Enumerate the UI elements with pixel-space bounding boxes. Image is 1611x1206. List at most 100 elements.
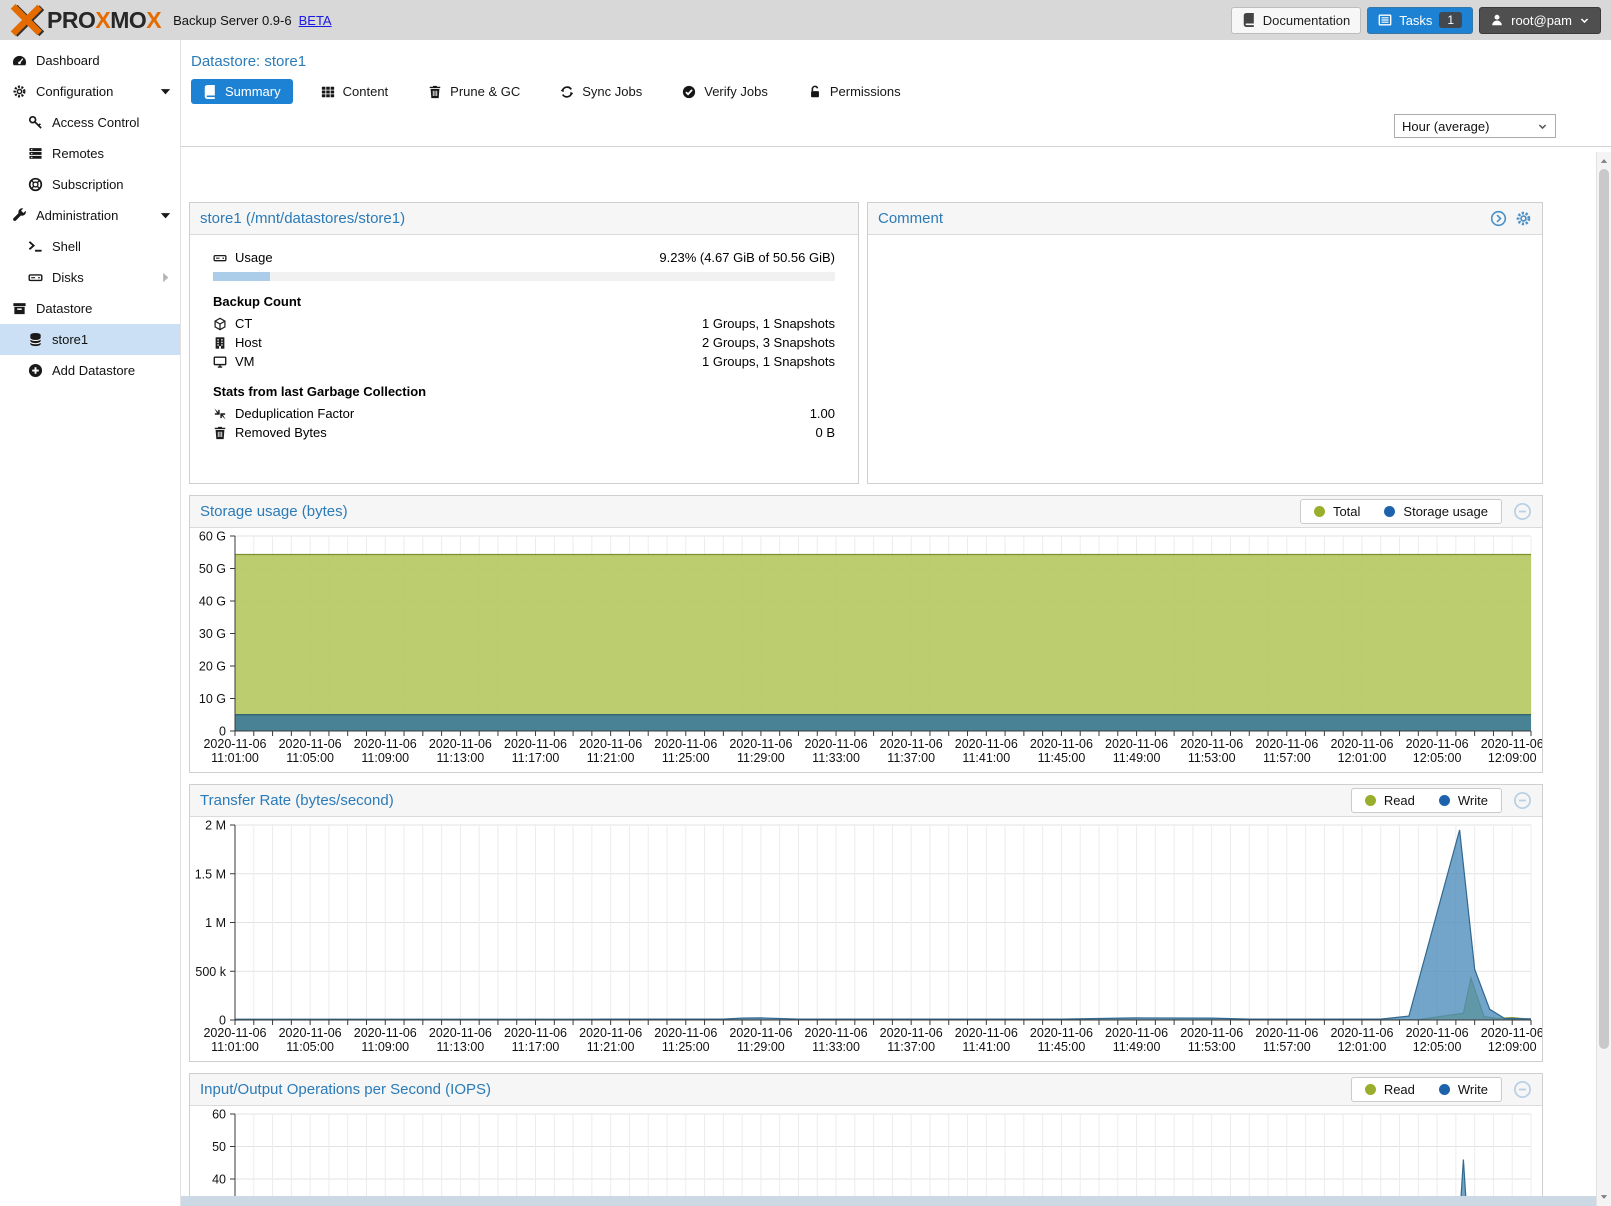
legend-dot: [1364, 795, 1376, 806]
tasks-count-badge: 1: [1439, 12, 1463, 28]
sidebar-item-configuration[interactable]: Configuration: [0, 76, 180, 107]
svg-text:11:41:00: 11:41:00: [962, 751, 1010, 765]
tab-permissions[interactable]: Permissions: [796, 79, 913, 104]
chart-title: Input/Output Operations per Second (IOPS…: [200, 1081, 491, 1098]
svg-text:11:57:00: 11:57:00: [1263, 751, 1311, 765]
time-range-combobox[interactable]: Hour (average): [1394, 114, 1556, 138]
backup-row-ct: CT 1 Groups, 1 Snapshots: [213, 314, 835, 333]
svg-text:2020-11-06: 2020-11-06: [805, 1026, 868, 1040]
scroll-up-arrow-icon[interactable]: [1597, 154, 1611, 168]
sidebar-item-disks[interactable]: Disks: [0, 262, 180, 293]
scroll-down-arrow-icon[interactable]: [1597, 1190, 1611, 1204]
cogs-icon: [12, 84, 27, 99]
task-list-icon: [1378, 13, 1392, 27]
sidebar-item-administration[interactable]: Administration: [0, 200, 180, 231]
gear-icon[interactable]: [1515, 210, 1532, 227]
sidebar-item-store1[interactable]: store1: [0, 324, 180, 355]
check-circle-icon: [682, 85, 696, 99]
server-stack-icon: [28, 146, 43, 161]
chart-legend: Total Storage usage: [1299, 499, 1502, 524]
undo-zoom-icon[interactable]: [1513, 502, 1532, 521]
expand-caret-icon[interactable]: [158, 270, 173, 285]
legend-item-write[interactable]: Write: [1438, 793, 1488, 808]
sidebar-item-remotes[interactable]: Remotes: [0, 138, 180, 169]
legend-item-read[interactable]: Read: [1364, 793, 1415, 808]
undo-zoom-icon[interactable]: [1513, 791, 1532, 810]
svg-text:2020-11-06: 2020-11-06: [955, 737, 1018, 751]
svg-text:11:25:00: 11:25:00: [662, 1040, 710, 1054]
svg-text:11:13:00: 11:13:00: [437, 1040, 485, 1054]
backup-row-host: Host 2 Groups, 3 Snapshots: [213, 333, 835, 352]
sidebar-item-dashboard[interactable]: Dashboard: [0, 45, 180, 76]
tasks-button[interactable]: Tasks 1: [1367, 6, 1474, 34]
documentation-button[interactable]: Documentation: [1230, 6, 1362, 34]
tab-content[interactable]: Content: [309, 79, 401, 104]
unlock-icon: [808, 85, 822, 99]
legend-dot: [1384, 506, 1396, 517]
storage-usage-chart[interactable]: 60 G 50 G 40 G 30 G 20 G 10 G 0 2020-11-06 11:01…: [190, 528, 1544, 771]
storage-usage-chart-panel: Storage usage (bytes) Total Storage usag…: [189, 495, 1544, 773]
undo-zoom-icon[interactable]: [1513, 1080, 1532, 1099]
usage-value: 9.23% (4.67 GiB of 50.56 GiB): [659, 250, 835, 265]
svg-text:2020-11-06: 2020-11-06: [1255, 1026, 1318, 1040]
svg-text:2020-11-06: 2020-11-06: [1406, 1026, 1469, 1040]
chevron-circle-right-icon[interactable]: [1490, 210, 1507, 227]
beta-link[interactable]: BETA: [298, 12, 332, 28]
svg-text:11:49:00: 11:49:00: [1113, 751, 1161, 765]
svg-text:11:49:00: 11:49:00: [1113, 1040, 1161, 1054]
svg-text:11:17:00: 11:17:00: [512, 1040, 560, 1054]
vertical-scrollbar[interactable]: [1596, 152, 1611, 1206]
legend-item-total[interactable]: Total: [1313, 504, 1360, 519]
sidebar-item-subscription[interactable]: Subscription: [0, 169, 180, 200]
svg-text:2020-11-06: 2020-11-06: [654, 737, 717, 751]
collapse-caret-icon[interactable]: [158, 84, 173, 99]
chart-legend: Read Write: [1350, 788, 1502, 813]
svg-text:30 G: 30 G: [199, 627, 226, 641]
svg-text:2020-11-06: 2020-11-06: [429, 737, 492, 751]
brand-wordmark: PROXMOX: [47, 6, 162, 33]
tab-prune-gc[interactable]: Prune & GC: [416, 79, 532, 104]
svg-text:2020-11-06: 2020-11-06: [1030, 1026, 1093, 1040]
backup-row-vm: VM 1 Groups, 1 Snapshots: [213, 352, 835, 371]
sidebar-item-shell[interactable]: Shell: [0, 231, 180, 262]
backup-count-heading: Backup Count: [213, 294, 302, 309]
gc-stats-heading: Stats from last Garbage Collection: [213, 384, 427, 399]
svg-text:10 G: 10 G: [199, 692, 226, 706]
key-icon: [28, 115, 43, 130]
iops-chart[interactable]: 6050403020100: [190, 1106, 1542, 1206]
legend-item-storage-usage[interactable]: Storage usage: [1384, 504, 1488, 519]
sidebar-item-datastore[interactable]: Datastore: [0, 293, 180, 324]
svg-text:2020-11-06: 2020-11-06: [729, 737, 792, 751]
svg-text:2020-11-06: 2020-11-06: [805, 737, 868, 751]
plus-circle-icon: [28, 363, 43, 378]
sidebar-item-add-datastore[interactable]: Add Datastore: [0, 355, 180, 386]
sidebar-item-access-control[interactable]: Access Control: [0, 107, 180, 138]
svg-text:11:29:00: 11:29:00: [737, 1040, 785, 1054]
tab-summary[interactable]: Summary: [191, 79, 293, 104]
sync-icon: [560, 85, 574, 99]
scrollbar-thumb[interactable]: [1599, 169, 1609, 1049]
svg-text:11:05:00: 11:05:00: [286, 1040, 334, 1054]
legend-item-read[interactable]: Read: [1364, 1082, 1415, 1097]
legend-item-write[interactable]: Write: [1438, 1082, 1488, 1097]
svg-text:12:09:00: 12:09:00: [1488, 751, 1537, 765]
bottom-edge-strip: [181, 1196, 1596, 1206]
svg-text:2020-11-06: 2020-11-06: [880, 1026, 943, 1040]
collapse-caret-icon[interactable]: [158, 208, 173, 223]
hdd-icon: [213, 251, 227, 265]
terminal-icon: [28, 239, 43, 254]
svg-text:2020-11-06: 2020-11-06: [654, 1026, 717, 1040]
svg-text:2020-11-06: 2020-11-06: [504, 1026, 567, 1040]
iops-chart-panel: Input/Output Operations per Second (IOPS…: [189, 1073, 1543, 1206]
tasks-label: Tasks: [1399, 12, 1433, 28]
tab-verify-jobs[interactable]: Verify Jobs: [670, 79, 780, 104]
svg-text:2020-11-06: 2020-11-06: [1330, 737, 1393, 751]
tab-sync-jobs[interactable]: Sync Jobs: [548, 79, 654, 104]
gauge-icon: [12, 53, 27, 68]
svg-text:2020-11-06: 2020-11-06: [579, 1026, 642, 1040]
username-label: root@pam: [1511, 12, 1572, 28]
svg-text:2 M: 2 M: [205, 819, 226, 833]
user-menu-button[interactable]: root@pam: [1479, 6, 1601, 34]
hdd-icon: [28, 270, 43, 285]
